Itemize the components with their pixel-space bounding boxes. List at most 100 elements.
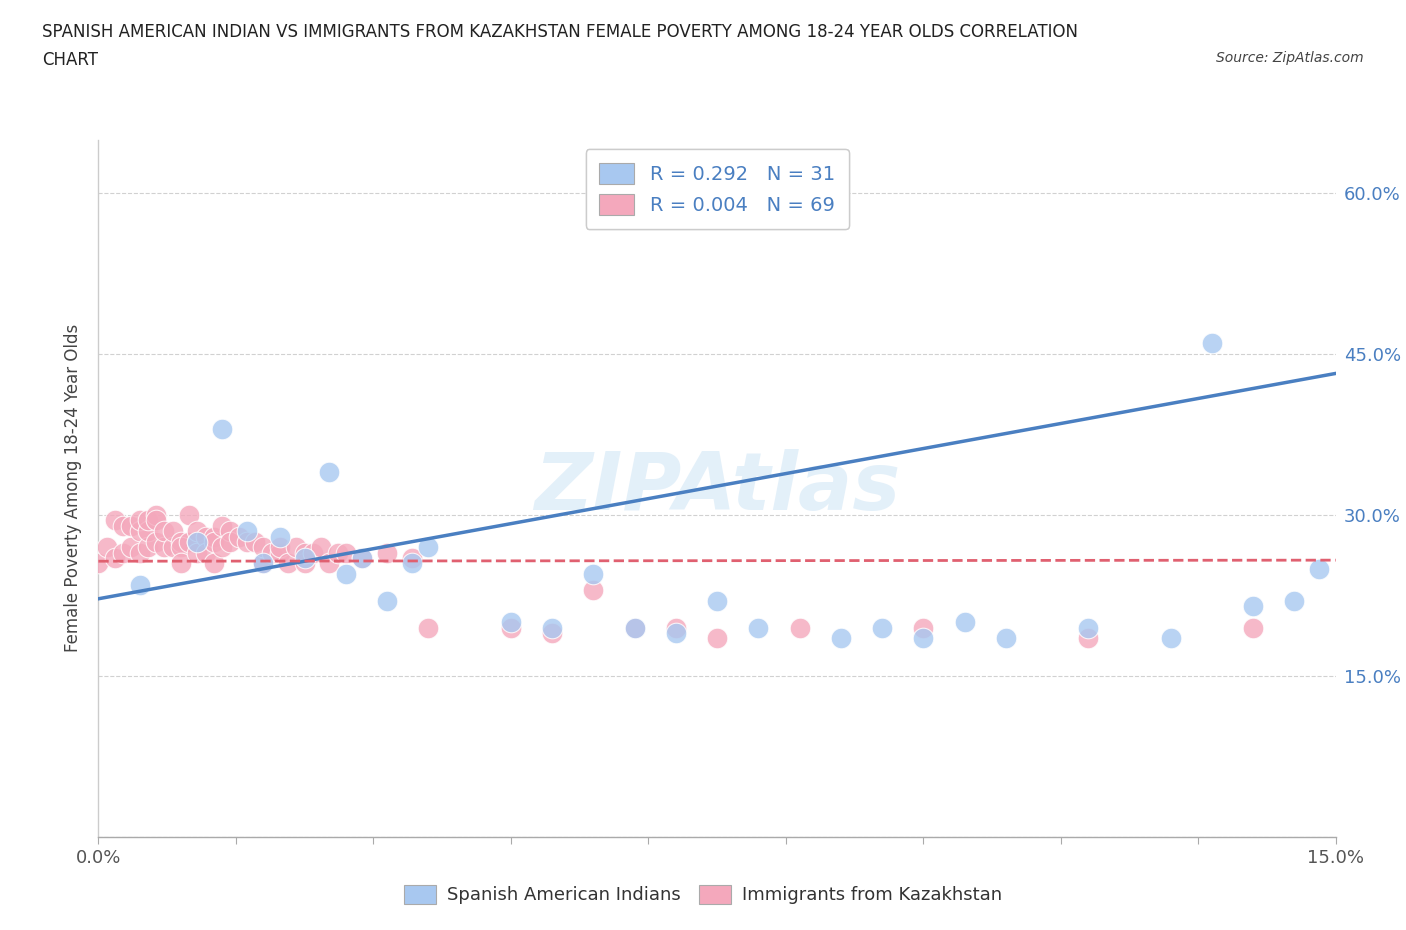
Point	[186, 545, 208, 560]
Point	[309, 539, 332, 554]
Point	[294, 551, 316, 565]
Point	[186, 524, 208, 538]
Point	[1241, 599, 1264, 614]
Text: SPANISH AMERICAN INDIAN VS IMMIGRANTS FROM KAZAKHSTAN FEMALE POVERTY AMONG 18-24: SPANISH AMERICAN INDIAN VS IMMIGRANTS FR…	[42, 23, 1078, 41]
Point	[418, 539, 440, 554]
Point	[136, 539, 159, 554]
Point	[211, 518, 233, 533]
Point	[128, 513, 150, 528]
Point	[260, 545, 283, 560]
Point	[1241, 620, 1264, 635]
Point	[179, 535, 201, 550]
Point	[318, 556, 340, 571]
Point	[623, 620, 645, 635]
Point	[120, 539, 142, 554]
Point	[302, 545, 325, 560]
Text: CHART: CHART	[42, 51, 98, 69]
Point	[252, 556, 274, 571]
Point	[145, 535, 167, 550]
Point	[375, 545, 398, 560]
Point	[418, 620, 440, 635]
Point	[179, 508, 201, 523]
Point	[830, 631, 852, 646]
Point	[335, 566, 357, 581]
Point	[236, 524, 259, 538]
Point	[499, 615, 522, 630]
Point	[953, 615, 976, 630]
Point	[541, 626, 564, 641]
Point	[136, 513, 159, 528]
Legend: Spanish American Indians, Immigrants from Kazakhstan: Spanish American Indians, Immigrants fro…	[396, 877, 1010, 911]
Point	[128, 578, 150, 592]
Point	[112, 545, 135, 560]
Point	[870, 620, 893, 635]
Point	[128, 545, 150, 560]
Point	[202, 535, 225, 550]
Point	[186, 535, 208, 550]
Point	[170, 556, 193, 571]
Point	[318, 465, 340, 480]
Point	[162, 524, 184, 538]
Point	[499, 620, 522, 635]
Point	[202, 529, 225, 544]
Point	[582, 583, 605, 598]
Point	[153, 539, 176, 554]
Point	[326, 545, 349, 560]
Point	[294, 556, 316, 571]
Point	[582, 566, 605, 581]
Point	[194, 529, 217, 544]
Point	[294, 545, 316, 560]
Point	[352, 551, 374, 565]
Point	[277, 556, 299, 571]
Point	[243, 535, 266, 550]
Point	[706, 593, 728, 608]
Point	[252, 539, 274, 554]
Point	[1284, 593, 1306, 608]
Point	[112, 518, 135, 533]
Point	[269, 539, 291, 554]
Point	[145, 513, 167, 528]
Point	[1077, 631, 1099, 646]
Point	[236, 535, 259, 550]
Y-axis label: Female Poverty Among 18-24 Year Olds: Female Poverty Among 18-24 Year Olds	[65, 325, 83, 652]
Point	[623, 620, 645, 635]
Point	[789, 620, 811, 635]
Point	[269, 545, 291, 560]
Point	[912, 631, 935, 646]
Point	[153, 524, 176, 538]
Point	[96, 539, 118, 554]
Point	[194, 545, 217, 560]
Point	[104, 513, 127, 528]
Point	[219, 524, 242, 538]
Point	[219, 535, 242, 550]
Point	[401, 551, 423, 565]
Point	[665, 620, 688, 635]
Point	[401, 556, 423, 571]
Point	[335, 545, 357, 560]
Point	[269, 529, 291, 544]
Point	[912, 620, 935, 635]
Point	[128, 524, 150, 538]
Point	[211, 539, 233, 554]
Point	[211, 422, 233, 437]
Point	[285, 539, 308, 554]
Point	[1308, 562, 1330, 577]
Point	[994, 631, 1017, 646]
Point	[136, 524, 159, 538]
Point	[145, 508, 167, 523]
Point	[1201, 336, 1223, 351]
Point	[1077, 620, 1099, 635]
Legend: R = 0.292   N = 31, R = 0.004   N = 69: R = 0.292 N = 31, R = 0.004 N = 69	[586, 149, 848, 229]
Point	[1160, 631, 1182, 646]
Point	[202, 556, 225, 571]
Point	[375, 593, 398, 608]
Point	[228, 529, 250, 544]
Text: Source: ZipAtlas.com: Source: ZipAtlas.com	[1216, 51, 1364, 65]
Point	[541, 620, 564, 635]
Point	[706, 631, 728, 646]
Point	[170, 535, 193, 550]
Text: ZIPAtlas: ZIPAtlas	[534, 449, 900, 527]
Point	[162, 539, 184, 554]
Point	[104, 551, 127, 565]
Point	[186, 535, 208, 550]
